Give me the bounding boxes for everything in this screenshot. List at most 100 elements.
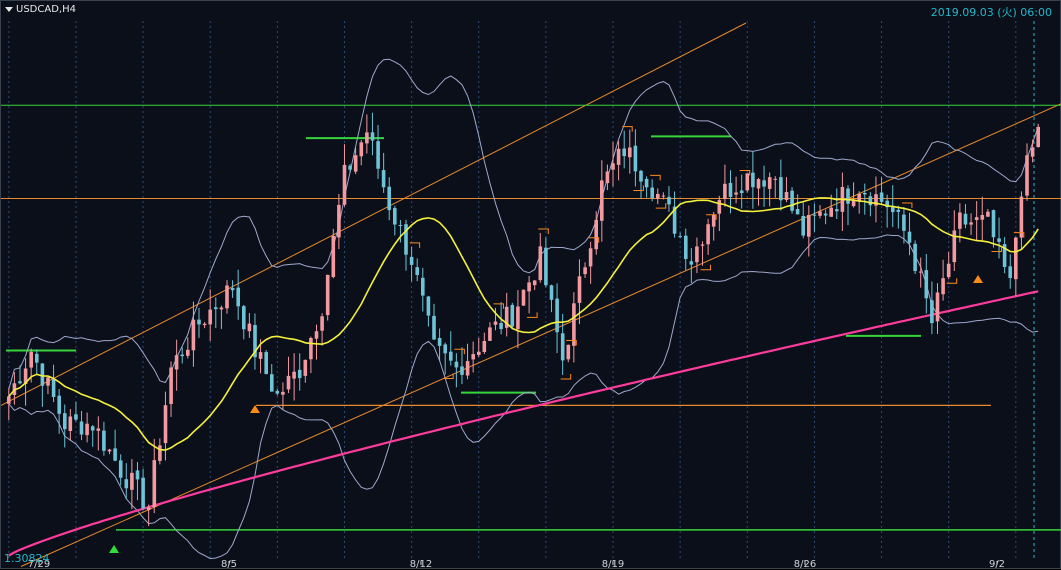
candle-body <box>739 190 744 194</box>
candle-body <box>594 219 598 250</box>
current-price-label: 1.30824 <box>4 552 50 565</box>
candle-body <box>829 207 833 217</box>
chevron-down-icon[interactable] <box>5 7 13 12</box>
candle-body <box>297 369 302 379</box>
candle-body <box>857 193 861 201</box>
fractal-high-marker <box>538 228 549 234</box>
candle-body <box>807 215 811 237</box>
candle-body <box>46 377 50 386</box>
symbol-title[interactable]: USDCAD,H4 <box>5 4 76 15</box>
candle-body <box>913 243 917 271</box>
candle-body <box>118 460 123 478</box>
fractal-low-marker <box>527 312 538 318</box>
candle-body <box>795 209 800 215</box>
candle-body <box>767 177 772 189</box>
candle-body <box>85 423 89 436</box>
fractal-high-marker <box>493 303 505 309</box>
x-tick-label: 8/12 <box>410 559 432 570</box>
x-tick-label: 7/29 <box>28 559 50 570</box>
candle-body <box>90 426 95 431</box>
symbol-label: USDCAD,H4 <box>16 4 76 15</box>
candle-body <box>851 200 856 207</box>
candle-body <box>980 215 985 220</box>
candle-body <box>63 413 67 430</box>
fractal-low-marker <box>655 203 667 209</box>
candle-body <box>1002 244 1007 267</box>
candle-body <box>633 145 638 172</box>
candle-body <box>499 323 503 330</box>
candle-body <box>706 224 710 245</box>
candle-body <box>29 351 33 368</box>
candle-body <box>180 354 184 357</box>
candle-body <box>342 164 347 205</box>
candle-body <box>1008 266 1012 278</box>
candle-body <box>863 193 867 195</box>
candle-body <box>214 307 218 310</box>
x-tick-label: 8/19 <box>602 559 624 570</box>
candle-body <box>102 430 106 451</box>
moving-average-fast <box>8 197 1039 451</box>
candle-body <box>74 414 78 420</box>
x-tick-label: 8/26 <box>794 559 816 570</box>
candle-body <box>846 188 850 204</box>
candle-body <box>236 287 240 307</box>
candle-body <box>997 238 1001 242</box>
candle-body <box>745 173 750 191</box>
candle-body <box>773 178 778 180</box>
candle-body <box>812 214 817 216</box>
candle-body <box>1036 126 1040 147</box>
candle-body <box>202 323 207 326</box>
candle-body <box>393 208 397 225</box>
candle-body <box>387 186 391 211</box>
candle-body <box>482 341 487 352</box>
sell-signal-icon <box>973 275 983 283</box>
candle-body <box>538 246 543 281</box>
candle-body <box>600 180 604 221</box>
candle-body <box>779 177 783 201</box>
candle-body <box>437 338 442 346</box>
fractal-low-marker <box>991 246 1002 253</box>
fractal-low-marker <box>443 373 454 380</box>
candle-body <box>471 354 475 360</box>
candle-body <box>952 230 957 263</box>
fractal-high-marker <box>409 242 421 248</box>
candle-body <box>432 315 436 340</box>
bollinger-lower-band <box>8 234 1039 560</box>
x-tick-label: 8/5 <box>221 559 237 570</box>
candle-body <box>549 285 554 300</box>
candle-body <box>527 282 531 292</box>
candle-body <box>874 194 878 206</box>
fractal-low-marker <box>560 374 572 380</box>
candle-body <box>230 288 235 291</box>
candle-body <box>381 170 386 188</box>
candle-body <box>656 193 660 199</box>
candle-body <box>504 306 509 328</box>
candle-body <box>628 147 632 158</box>
candle-body <box>711 214 716 227</box>
candle-body <box>365 132 369 144</box>
candle-body <box>208 309 212 325</box>
candle-body <box>169 367 173 404</box>
candle-body <box>661 195 666 197</box>
candle-body <box>325 274 330 316</box>
candle-body <box>152 460 157 507</box>
candle-body <box>409 256 414 265</box>
candle-body <box>572 303 576 346</box>
fractal-high-marker <box>901 202 913 209</box>
candle-body <box>684 235 688 259</box>
candle-body <box>560 333 565 361</box>
candle-body <box>734 192 738 195</box>
candle-body <box>449 351 453 361</box>
candle-body <box>415 267 419 275</box>
candle-body <box>493 321 498 325</box>
channel-upper-line <box>1 22 747 406</box>
candle-body <box>477 351 481 355</box>
candle-body <box>717 200 722 214</box>
candle-body <box>622 148 626 157</box>
candle-body <box>946 263 951 278</box>
candle-body <box>79 421 84 435</box>
candle-body <box>443 344 447 354</box>
fractal-high-marker <box>454 348 465 355</box>
